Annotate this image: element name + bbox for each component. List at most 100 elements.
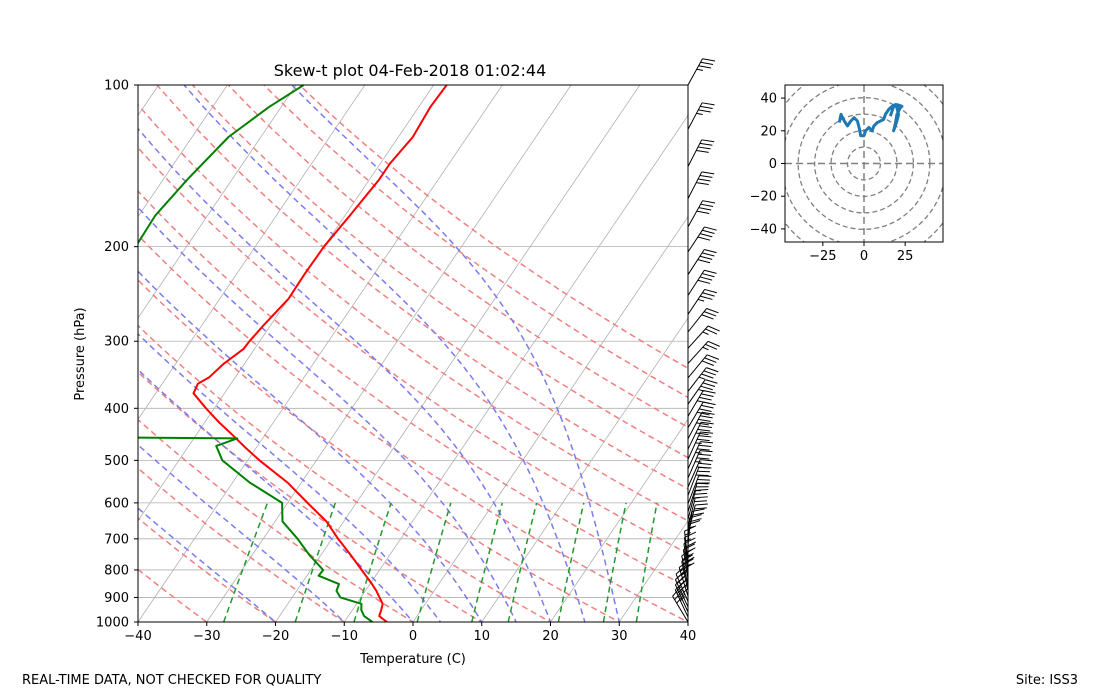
y-tick-label: 800 bbox=[104, 563, 129, 578]
dry-adiabat bbox=[138, 371, 484, 622]
isotherm-line bbox=[275, 85, 641, 622]
isotherm-line bbox=[138, 85, 503, 622]
mixing-ratio-line bbox=[507, 502, 538, 622]
isotherm-line bbox=[138, 85, 228, 218]
dry-adiabat bbox=[138, 278, 621, 622]
dry-adiabat bbox=[138, 234, 688, 622]
moist-adiabat bbox=[138, 127, 552, 622]
wind-barb bbox=[687, 269, 717, 296]
wind-barb bbox=[687, 431, 714, 460]
y-tick-label: 300 bbox=[104, 335, 129, 350]
wind-barb bbox=[687, 389, 716, 417]
isotherm-lines bbox=[138, 85, 688, 622]
hodograph-ticks: −25 0 25 40 20 0 −20 −40 bbox=[750, 92, 914, 264]
wind-barb bbox=[687, 102, 715, 130]
y-tick-label: 700 bbox=[104, 532, 129, 547]
wind-barb bbox=[687, 200, 716, 228]
hodograph-y-tick-label: 40 bbox=[760, 92, 777, 107]
isotherm-line bbox=[687, 621, 688, 622]
mixing-ratio-line bbox=[294, 502, 337, 622]
isotherm-line bbox=[138, 85, 434, 522]
wind-barb bbox=[687, 340, 720, 364]
moist-adiabat bbox=[291, 85, 621, 622]
wind-barbs bbox=[672, 58, 720, 623]
x-tick-label: 20 bbox=[542, 629, 559, 644]
moist-adiabat bbox=[138, 332, 442, 622]
temperature-profile bbox=[192, 85, 448, 622]
x-tick-label: 10 bbox=[473, 629, 490, 644]
dry-adiabat bbox=[138, 418, 415, 622]
wind-barb bbox=[687, 58, 716, 86]
hodograph-x-tick-label: 25 bbox=[897, 249, 914, 264]
isotherm-line bbox=[550, 418, 688, 622]
x-tick-label: −10 bbox=[331, 629, 358, 644]
wind-barb bbox=[687, 482, 710, 512]
x-tick-label: 0 bbox=[409, 629, 417, 644]
isotherm-line bbox=[343, 114, 688, 622]
dewpoint-profile bbox=[138, 85, 373, 622]
quality-note: REAL-TIME DATA, NOT CHECKED FOR QUALITY bbox=[22, 673, 322, 688]
hodograph-y-tick-label: −20 bbox=[750, 190, 777, 205]
y-tick-label: 600 bbox=[104, 496, 129, 511]
mixing-ratio-line bbox=[416, 502, 452, 622]
dry-adiabat bbox=[138, 517, 277, 622]
y-tick-label: 1000 bbox=[96, 616, 129, 631]
x-tick-label: −20 bbox=[262, 629, 289, 644]
wind-barb bbox=[687, 171, 715, 199]
isotherm-line bbox=[618, 519, 688, 622]
wind-barb bbox=[687, 354, 720, 379]
moist-adiabat bbox=[183, 85, 586, 622]
hodograph-x-tick-label: −25 bbox=[809, 249, 836, 264]
wind-barb bbox=[681, 554, 695, 591]
wind-barb bbox=[687, 226, 717, 253]
mixing-ratio-line bbox=[635, 502, 658, 622]
wind-barb bbox=[687, 450, 713, 479]
moist-adiabat bbox=[138, 368, 414, 622]
x-tick-label: −40 bbox=[124, 629, 151, 644]
y-tick-label: 900 bbox=[104, 591, 129, 606]
mixing-ratio-line bbox=[353, 502, 392, 622]
mixing-ratio-lines bbox=[222, 502, 658, 622]
y-tick-label: 500 bbox=[104, 454, 129, 469]
wind-barb bbox=[687, 308, 719, 333]
dry-adiabat bbox=[298, 85, 688, 370]
hodograph-y-tick-label: 20 bbox=[760, 124, 777, 139]
moist-adiabat bbox=[138, 206, 517, 622]
wind-barb bbox=[687, 411, 715, 440]
y-tick-label: 400 bbox=[104, 402, 129, 417]
wind-barb bbox=[687, 249, 717, 275]
isotherm-line bbox=[138, 85, 366, 421]
wind-barb bbox=[687, 325, 720, 349]
wind-barb bbox=[687, 379, 718, 405]
wind-barb bbox=[687, 475, 712, 504]
wind-barb bbox=[687, 421, 714, 450]
isotherm-line bbox=[412, 216, 688, 622]
dry-adiabat bbox=[138, 190, 688, 589]
y-tick-label: 200 bbox=[104, 240, 129, 255]
isotherm-line bbox=[206, 85, 572, 622]
wind-barb bbox=[687, 459, 713, 488]
dry-adiabat bbox=[263, 85, 688, 399]
x-tick-label: 30 bbox=[611, 629, 628, 644]
wind-barb bbox=[687, 139, 715, 167]
wind-barb bbox=[687, 441, 714, 470]
hodograph-rings bbox=[785, 85, 943, 242]
wind-barb bbox=[687, 367, 719, 392]
hodograph: −25 0 25 40 20 0 −20 −40 bbox=[750, 84, 944, 264]
chart-title: Skew-t plot 04-Feb-2018 01:02:44 bbox=[274, 61, 547, 80]
x-tick-label: −30 bbox=[193, 629, 220, 644]
isotherm-line bbox=[138, 85, 297, 319]
dry-adiabat bbox=[138, 103, 688, 522]
hodograph-trace bbox=[837, 103, 904, 138]
x-axis-ticks: −40 −30 −20 −10 0 10 20 30 40 bbox=[124, 622, 696, 644]
hodograph-y-tick-label: −40 bbox=[750, 222, 777, 237]
site-label: Site: ISS3 bbox=[1015, 673, 1078, 688]
dry-adiabat bbox=[138, 467, 346, 622]
hodograph-x-tick-label: 0 bbox=[860, 249, 868, 264]
moist-adiabat bbox=[138, 270, 483, 622]
hodograph-ring bbox=[813, 113, 915, 214]
isotherm-line bbox=[481, 317, 688, 622]
mixing-ratio-line bbox=[602, 502, 627, 622]
wind-barb bbox=[687, 288, 717, 315]
